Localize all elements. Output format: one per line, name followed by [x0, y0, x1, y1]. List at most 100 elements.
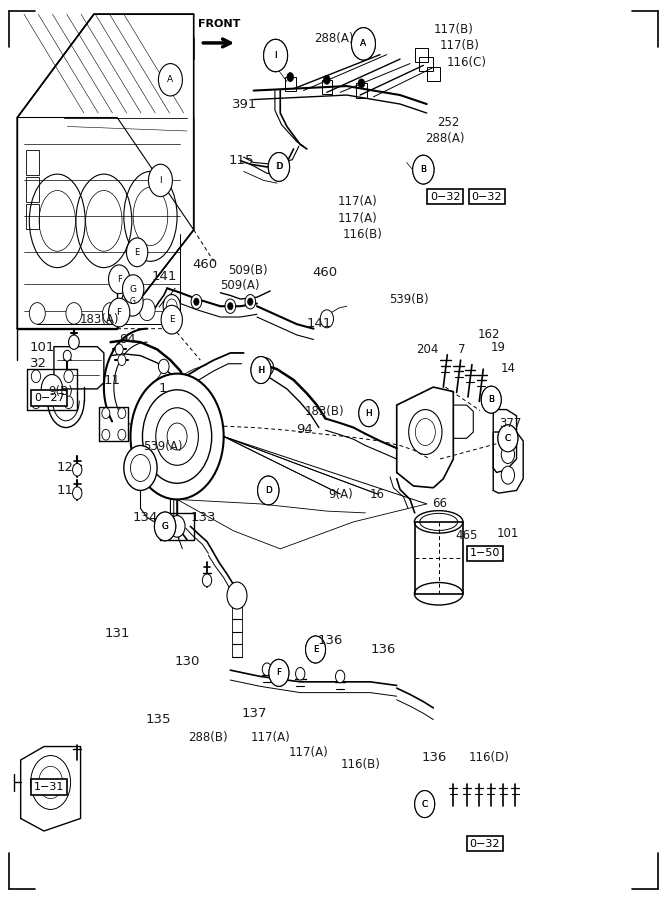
Circle shape — [124, 446, 157, 491]
Text: B: B — [488, 395, 494, 404]
Text: 0−32: 0−32 — [470, 839, 500, 849]
Circle shape — [109, 265, 130, 293]
Text: 101: 101 — [30, 341, 55, 354]
Circle shape — [31, 396, 41, 409]
Circle shape — [482, 386, 501, 413]
Text: 116(B): 116(B) — [342, 228, 382, 241]
Circle shape — [413, 156, 434, 184]
Text: 539(A): 539(A) — [143, 440, 182, 453]
Circle shape — [269, 660, 289, 687]
Text: F: F — [117, 308, 122, 317]
Text: D: D — [275, 162, 282, 171]
Text: A: A — [360, 40, 366, 49]
Text: 131: 131 — [105, 626, 130, 640]
Text: E: E — [135, 248, 140, 256]
Circle shape — [416, 418, 436, 446]
Circle shape — [227, 582, 247, 609]
Text: D: D — [275, 162, 282, 171]
Text: 94: 94 — [119, 333, 135, 346]
Text: 11: 11 — [57, 484, 74, 497]
Text: B: B — [420, 165, 426, 174]
Circle shape — [109, 298, 130, 327]
Text: 136: 136 — [422, 751, 447, 764]
Text: 116(D): 116(D) — [469, 751, 510, 764]
Text: 460: 460 — [193, 258, 217, 272]
Circle shape — [131, 374, 223, 500]
Text: 136: 136 — [371, 643, 396, 656]
Circle shape — [31, 370, 41, 382]
Circle shape — [268, 153, 289, 181]
Circle shape — [352, 28, 376, 60]
Text: F: F — [276, 669, 281, 678]
Text: 509(A): 509(A) — [221, 279, 260, 292]
Circle shape — [147, 400, 158, 414]
Circle shape — [320, 310, 334, 328]
Text: 539(B): 539(B) — [389, 292, 428, 305]
Circle shape — [225, 299, 235, 313]
Text: 117(A): 117(A) — [288, 746, 328, 760]
Text: 183(B): 183(B) — [305, 405, 345, 418]
Circle shape — [352, 28, 376, 60]
Circle shape — [498, 425, 518, 452]
Circle shape — [359, 400, 379, 427]
Circle shape — [413, 156, 434, 184]
Text: H: H — [257, 365, 264, 374]
Circle shape — [193, 298, 199, 305]
Text: 101: 101 — [497, 527, 519, 540]
Text: D: D — [265, 486, 271, 495]
Circle shape — [39, 766, 63, 798]
Text: D: D — [265, 486, 271, 495]
Circle shape — [163, 294, 180, 318]
Circle shape — [415, 790, 435, 817]
Circle shape — [69, 335, 79, 349]
Circle shape — [245, 294, 255, 309]
Circle shape — [155, 512, 175, 541]
Text: 162: 162 — [478, 328, 500, 340]
Text: 134: 134 — [133, 511, 158, 524]
Text: 141: 141 — [151, 270, 177, 284]
Text: 460: 460 — [312, 266, 338, 280]
Text: H: H — [257, 365, 264, 374]
Circle shape — [41, 374, 63, 403]
Circle shape — [167, 299, 177, 313]
Text: 1: 1 — [158, 382, 167, 395]
Circle shape — [29, 302, 45, 324]
Circle shape — [64, 396, 73, 409]
Text: 0−27: 0−27 — [34, 393, 65, 403]
Text: 0−32: 0−32 — [430, 192, 461, 202]
Text: 14: 14 — [500, 362, 516, 374]
Text: F: F — [117, 274, 121, 284]
Circle shape — [73, 487, 82, 500]
Text: 288(A): 288(A) — [426, 131, 465, 145]
Circle shape — [123, 274, 144, 303]
Text: 9(A): 9(A) — [328, 488, 354, 500]
Text: 288(B): 288(B) — [188, 731, 227, 744]
Text: FRONT: FRONT — [198, 20, 240, 30]
Text: E: E — [169, 315, 175, 324]
Text: H: H — [366, 409, 372, 418]
Text: 183(A): 183(A) — [79, 313, 119, 326]
Circle shape — [102, 429, 110, 440]
Circle shape — [336, 670, 345, 683]
Circle shape — [263, 40, 287, 72]
Text: G: G — [161, 522, 169, 531]
Text: 135: 135 — [145, 713, 171, 726]
Text: 117(A): 117(A) — [338, 212, 378, 225]
Circle shape — [161, 305, 182, 334]
Text: 137: 137 — [241, 706, 267, 720]
Text: 11: 11 — [103, 374, 120, 387]
Text: G: G — [162, 522, 168, 531]
Text: 117(B): 117(B) — [434, 22, 474, 36]
Circle shape — [102, 408, 110, 418]
Text: 252: 252 — [437, 115, 459, 129]
Circle shape — [251, 356, 271, 383]
Circle shape — [498, 425, 518, 452]
Text: 32: 32 — [30, 357, 47, 370]
Circle shape — [66, 302, 82, 324]
Text: C: C — [422, 799, 428, 808]
Circle shape — [268, 153, 289, 181]
Text: C: C — [505, 434, 511, 443]
Circle shape — [287, 73, 293, 82]
Text: 136: 136 — [317, 634, 343, 647]
Text: 141: 141 — [307, 317, 332, 329]
